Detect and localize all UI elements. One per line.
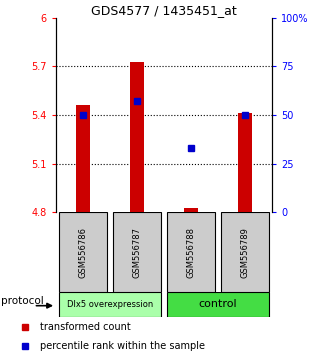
Text: protocol: protocol xyxy=(1,296,44,306)
Text: GSM556786: GSM556786 xyxy=(78,227,87,278)
Text: Dlx5 overexpression: Dlx5 overexpression xyxy=(67,300,153,309)
Text: control: control xyxy=(199,299,237,309)
Bar xyxy=(184,207,198,212)
Title: GDS4577 / 1435451_at: GDS4577 / 1435451_at xyxy=(91,4,237,17)
Text: transformed count: transformed count xyxy=(40,322,131,332)
Bar xyxy=(238,113,252,212)
Bar xyxy=(221,212,269,292)
Text: GSM556789: GSM556789 xyxy=(241,227,250,278)
Bar xyxy=(130,62,144,212)
Bar xyxy=(59,292,161,317)
Text: GSM556787: GSM556787 xyxy=(132,227,141,278)
Text: GSM556788: GSM556788 xyxy=(187,227,196,278)
Bar xyxy=(167,212,215,292)
Bar xyxy=(167,292,269,317)
Bar xyxy=(59,212,107,292)
Text: percentile rank within the sample: percentile rank within the sample xyxy=(40,341,205,351)
Bar xyxy=(113,212,161,292)
Bar xyxy=(76,105,90,212)
